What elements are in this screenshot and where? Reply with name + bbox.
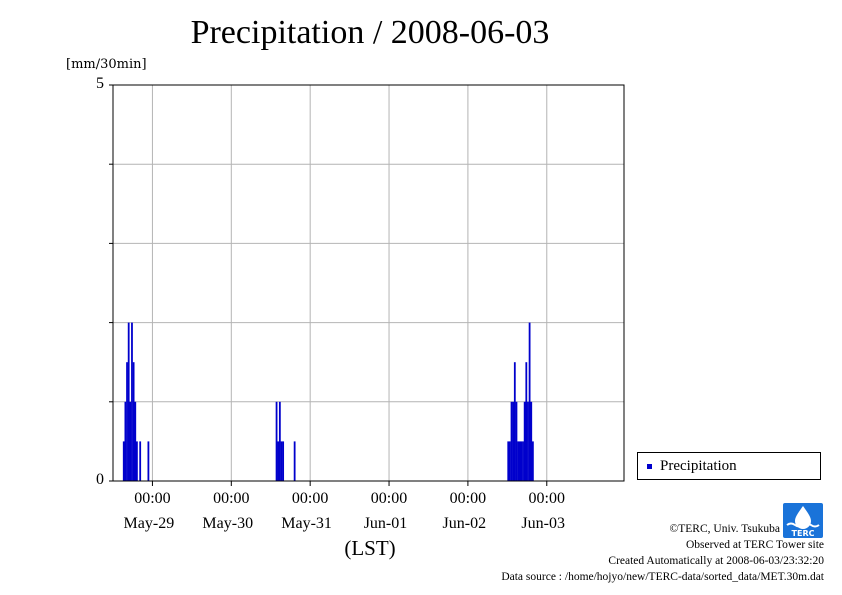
precipitation-bar: [136, 441, 138, 481]
x-tick-time-label: 00:00: [291, 490, 329, 507]
precipitation-bar: [282, 441, 285, 481]
x-day-label: Jun-02: [442, 515, 487, 532]
precipitation-bar: [132, 362, 135, 481]
x-day-label: Jun-01: [363, 515, 408, 532]
precipitation-bar: [275, 401, 278, 481]
x-day-label: May-31: [281, 515, 332, 532]
legend-label: Precipitation: [660, 458, 737, 474]
precipitation-bar: [134, 401, 137, 481]
precipitation-bar: [518, 441, 521, 481]
chart-title: Precipitation / 2008-06-03: [190, 14, 550, 51]
precipitation-bar: [127, 322, 130, 481]
precipitation-bar: [278, 401, 281, 481]
precipitation-bar: [523, 401, 526, 481]
precipitation-bar: [520, 441, 523, 481]
x-day-label: Jun-03: [521, 515, 565, 532]
precipitation-bar: [531, 441, 534, 481]
credit-source: Data source : /home/hojyo/new/TERC-data/…: [501, 571, 824, 583]
legend-marker: [647, 464, 652, 469]
precipitation-bar: [525, 362, 528, 481]
precipitation-bar: [129, 401, 132, 481]
precipitation-bar: [124, 401, 127, 481]
y-tick-label-max: 5: [96, 75, 104, 92]
x-tick-time-label: 00:00: [134, 490, 171, 507]
precipitation-bar: [122, 441, 125, 481]
precipitation-bar: [507, 441, 510, 481]
precipitation-bar: [527, 401, 529, 481]
credit-site: Observed at TERC Tower site: [685, 539, 824, 551]
x-day-label: May-29: [123, 515, 175, 532]
logo-text: TERC: [792, 529, 815, 538]
precipitation-bar: [126, 362, 128, 481]
precipitation-bar: [277, 441, 280, 481]
precipitation-bar: [528, 322, 531, 481]
x-day-label: May-30: [202, 515, 254, 532]
x-axis-title: (LST): [344, 536, 396, 560]
y-axis-unit-label: [mm/30min]: [66, 57, 147, 72]
precipitation-bar: [515, 401, 518, 481]
x-tick-time-label: 00:00: [528, 490, 565, 507]
precipitation-bar: [522, 441, 524, 481]
legend: Precipitation: [637, 452, 821, 480]
precipitation-bar: [131, 322, 133, 481]
x-tick-time-label: 00:00: [449, 490, 487, 507]
precipitation-bar: [517, 441, 519, 481]
y-tick-label-zero: 0: [96, 471, 104, 488]
x-tick-time-label: 00:00: [213, 490, 250, 507]
precipitation-bar: [530, 401, 533, 481]
precipitation-bar: [508, 441, 511, 481]
precipitation-bar: [510, 401, 513, 481]
precipitation-bar: [512, 401, 515, 481]
x-tick-time-label: 00:00: [370, 490, 408, 507]
credit-created: Created Automatically at 2008-06-03/23:3…: [608, 555, 824, 567]
credit-copyright: ©TERC, Univ. Tsukuba: [669, 523, 780, 535]
precipitation-bar: [293, 441, 296, 481]
grid-lines: [113, 85, 624, 481]
precipitation-bar: [513, 362, 516, 481]
credits-block: ©TERC, Univ. Tsukuba Observed at TERC To…: [501, 521, 824, 585]
precipitation-bar: [147, 441, 150, 481]
plot-frame: [112, 84, 625, 482]
precipitation-bar: [280, 441, 283, 481]
precipitation-bars: [122, 322, 534, 481]
precipitation-bar: [139, 441, 142, 481]
axis-ticks: [109, 84, 548, 486]
terc-logo-icon: TERC: [783, 503, 823, 538]
